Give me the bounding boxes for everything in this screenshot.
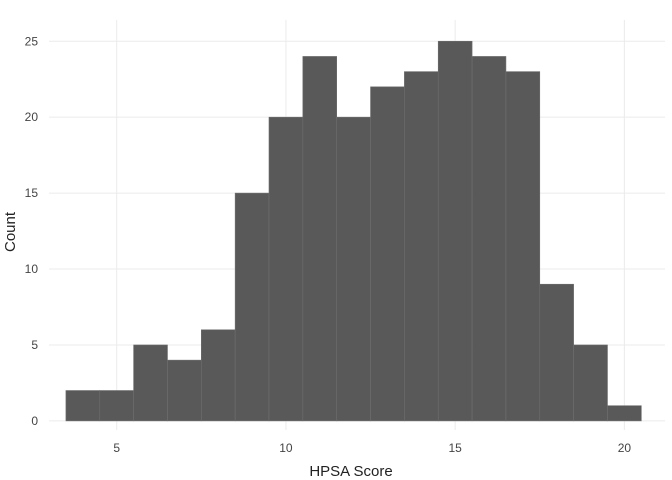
histogram-bar-16 [607, 405, 642, 422]
histogram-bar-3 [167, 359, 202, 422]
y-tick-label-0: 0 [31, 414, 38, 428]
x-tick-label-2: 15 [448, 441, 462, 455]
x-axis-ticks: 5 10 15 20 [113, 441, 631, 455]
y-tick-label-5: 25 [25, 34, 39, 48]
histogram-bar-4 [201, 329, 236, 422]
x-tick-label-1: 10 [279, 441, 293, 455]
histogram-bar-13 [505, 71, 541, 422]
histogram-bar-8 [336, 116, 371, 422]
histogram-bar-14 [539, 283, 574, 422]
x-tick-label-0: 5 [113, 441, 120, 455]
x-tick-label-3: 20 [618, 441, 632, 455]
histogram-bar-15 [573, 344, 608, 422]
histogram-bar-7 [302, 56, 337, 422]
histogram-bar-12 [471, 56, 507, 422]
y-tick-label-3: 15 [25, 186, 39, 200]
x-axis-title: HPSA Score [309, 463, 392, 480]
histogram-bar-1 [99, 390, 134, 422]
y-axis-title: Count [2, 211, 19, 252]
histogram-bar-6 [268, 116, 304, 422]
histogram-bar-2 [133, 344, 168, 422]
histogram-bar-11 [437, 40, 473, 422]
histogram-bar-10 [404, 71, 439, 422]
bars [65, 40, 642, 422]
y-tick-label-2: 10 [25, 262, 39, 276]
y-tick-label-4: 20 [25, 110, 39, 124]
y-tick-label-1: 5 [31, 338, 38, 352]
histogram-bar-9 [370, 86, 405, 422]
histogram-bar-5 [234, 192, 270, 422]
histogram-bar-0 [65, 390, 101, 422]
y-axis-ticks: 0 5 10 15 20 25 [25, 34, 39, 428]
